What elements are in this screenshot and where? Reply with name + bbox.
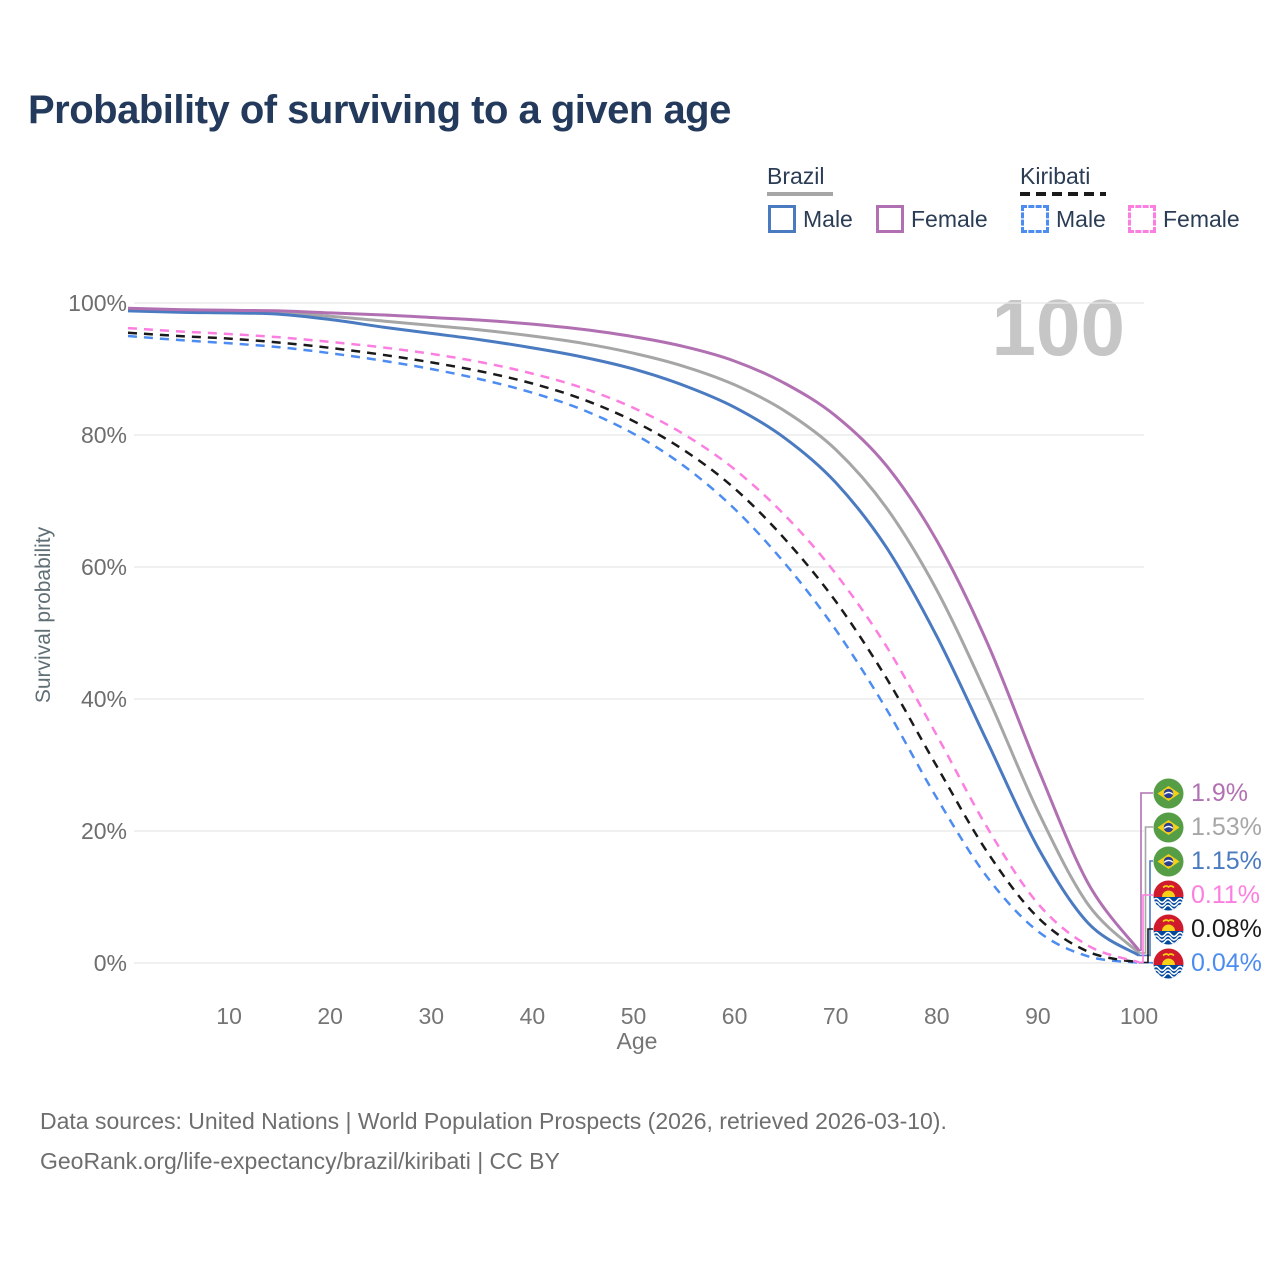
end-label-value-kiribati-male: 0.04% xyxy=(1191,948,1262,977)
legend-item-brazil-male[interactable]: Male xyxy=(768,205,853,233)
series-line-brazil-female xyxy=(127,306,1141,952)
data-source-note: Data sources: United Nations | World Pop… xyxy=(40,1108,947,1134)
end-label-kiribati-male: 0.04% xyxy=(1153,947,1262,979)
y-tick-label: 80% xyxy=(81,422,127,448)
end-label-brazil-female: 1.9% xyxy=(1153,777,1248,809)
x-tick-label: 40 xyxy=(520,1003,546,1029)
series-line-kiribati-both xyxy=(127,331,1140,964)
x-tick-label: 10 xyxy=(216,1003,242,1029)
brazil-flag-icon xyxy=(1153,778,1184,808)
end-label-value-brazil-female: 1.9% xyxy=(1191,778,1248,807)
y-tick-label: 40% xyxy=(81,686,127,712)
page-title: Probability of surviving to a given age xyxy=(28,88,731,132)
x-tick-label: 80 xyxy=(924,1003,950,1029)
legend-item-kiribati-female[interactable]: Female xyxy=(1128,205,1240,233)
legend-brazil-line-swatch xyxy=(767,192,833,196)
age-watermark: 100 xyxy=(991,283,1125,372)
brazil-flag-icon xyxy=(1153,846,1184,876)
legend-swatch-brazil-female xyxy=(876,205,904,233)
legend-label-brazil-female: Female xyxy=(911,205,988,232)
connector-brazil-female xyxy=(1139,792,1153,952)
connector-kiribati-female xyxy=(1139,894,1153,964)
brazil-flag-icon xyxy=(1153,812,1184,842)
end-label-value-kiribati-female: 0.11% xyxy=(1191,880,1261,909)
legend-swatch-kiribati-male xyxy=(1021,205,1049,233)
y-tick-label: 60% xyxy=(81,554,127,580)
x-tick-label: 100 xyxy=(1120,1003,1158,1029)
kiribati-flag-icon xyxy=(1153,948,1184,978)
series-line-kiribati-male xyxy=(127,334,1140,964)
legend-group-brazil-header: Brazil xyxy=(767,163,825,189)
kiribati-flag-icon xyxy=(1153,914,1184,944)
x-tick-label: 30 xyxy=(419,1003,445,1029)
legend-label-kiribati-female: Female xyxy=(1163,205,1240,232)
x-tick-label: 60 xyxy=(722,1003,748,1029)
x-axis-title: Age xyxy=(616,1028,658,1054)
series-line-kiribati-female xyxy=(127,326,1140,964)
connector-brazil-male xyxy=(1139,860,1153,957)
end-label-brazil-both: 1.53% xyxy=(1153,811,1262,843)
x-tick-label: 50 xyxy=(621,1003,647,1029)
end-label-value-brazil-both: 1.53% xyxy=(1191,812,1262,841)
y-tick-label: 100% xyxy=(68,290,127,316)
end-label-brazil-male: 1.15% xyxy=(1153,845,1262,877)
legend-item-kiribati-male[interactable]: Male xyxy=(1021,205,1106,233)
end-label-value-brazil-male: 1.15% xyxy=(1191,846,1262,875)
legend-kiribati-line-swatch xyxy=(1020,192,1106,196)
legend-item-brazil-female[interactable]: Female xyxy=(876,205,988,233)
end-label-kiribati-both: 0.08% xyxy=(1153,913,1262,945)
series-line-brazil-both xyxy=(127,308,1141,955)
attribution-note: GeoRank.org/life-expectancy/brazil/kirib… xyxy=(40,1148,560,1174)
legend-group-kiribati-header: Kiribati xyxy=(1020,163,1091,189)
legend-swatch-brazil-male xyxy=(768,205,796,233)
y-tick-label: 20% xyxy=(81,818,127,844)
kiribati-flag-icon xyxy=(1153,880,1184,910)
legend-swatch-kiribati-female xyxy=(1128,205,1156,233)
end-label-value-kiribati-both: 0.08% xyxy=(1191,914,1262,943)
end-label-kiribati-female: 0.11% xyxy=(1153,879,1260,911)
series-line-brazil-male xyxy=(127,309,1140,957)
legend-label-brazil-male: Male xyxy=(803,205,853,232)
x-tick-label: 90 xyxy=(1025,1003,1051,1029)
x-tick-label: 70 xyxy=(823,1003,849,1029)
legend-label-kiribati-male: Male xyxy=(1056,205,1106,232)
x-tick-label: 20 xyxy=(317,1003,343,1029)
y-tick-label: 0% xyxy=(94,950,127,976)
